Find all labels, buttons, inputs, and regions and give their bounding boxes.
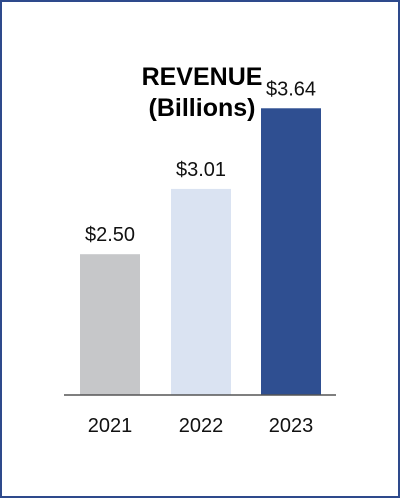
chart-title: REVENUE (Billions) [2,62,400,124]
data-label-2022: $3.01 [176,159,226,181]
chart-title-sub: (Billions) [148,94,256,122]
data-label-2021: $2.50 [85,224,135,246]
data-label-2023: $3.64 [266,78,316,100]
x-tick-label-2022: 2022 [179,415,224,437]
chart-title-main: REVENUE [141,63,263,91]
x-tick-label-2023: 2023 [269,415,314,437]
x-tick-label-2021: 2021 [88,415,133,437]
bar-2023 [261,108,321,395]
bar-2022 [171,188,231,395]
bar-2021 [80,254,140,395]
